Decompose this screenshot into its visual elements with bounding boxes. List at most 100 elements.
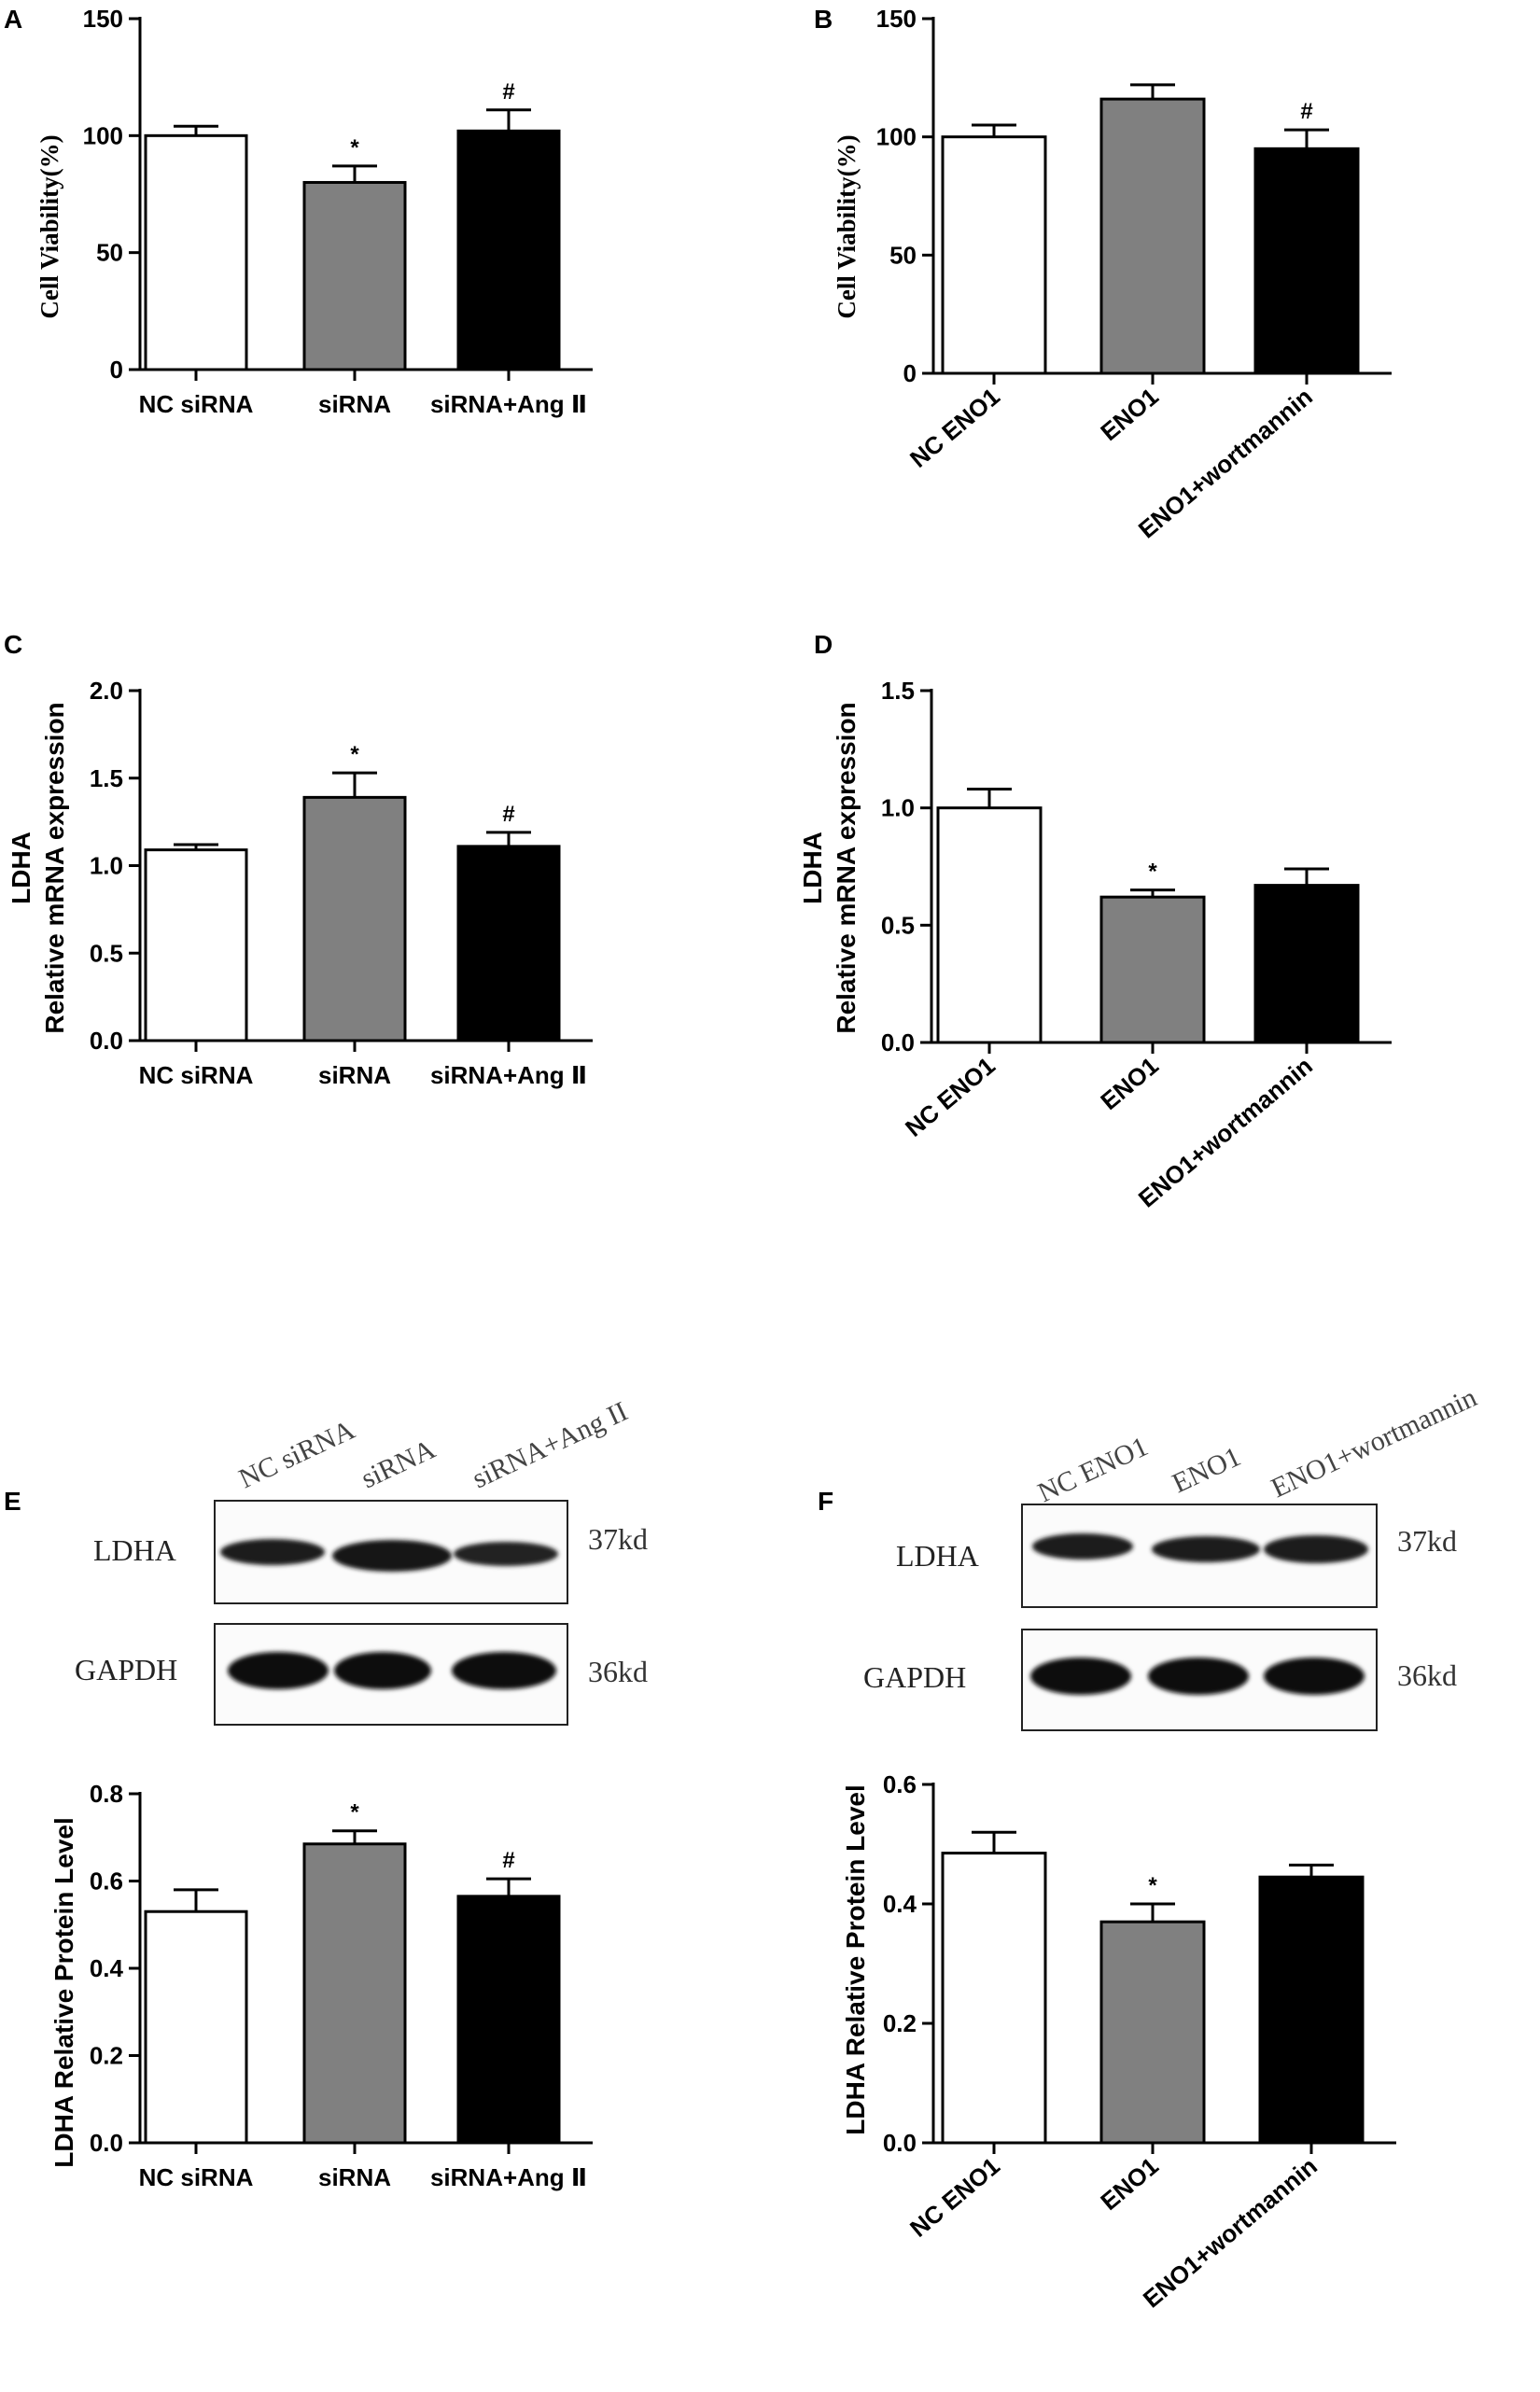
x-category-label: NC siRNA: [139, 2163, 254, 2191]
y-tick-label: 0.5: [90, 939, 123, 967]
x-category-label: siRNA: [318, 390, 391, 418]
y-tick-label: 0.0: [90, 1027, 123, 1055]
x-category-label: NC ENO1: [904, 383, 1005, 473]
x-category-label: NC ENO1: [904, 2152, 1005, 2243]
y-tick-label: 50: [889, 241, 917, 269]
y-tick-label: 0.8: [90, 1780, 123, 1808]
y-axis-label-line-1: LDHA: [798, 832, 827, 904]
y-tick-label: 0.6: [883, 1770, 917, 1798]
y-axis-label: LDHA Relative Protein Level: [841, 1784, 870, 2135]
x-category-label: NC siRNA: [139, 390, 254, 418]
y-tick-label: 0.0: [881, 1028, 915, 1056]
y-tick-label: 0: [903, 359, 917, 387]
y-tick-label: 1.0: [881, 794, 915, 822]
band: [1032, 1533, 1133, 1560]
bar: [941, 1852, 1047, 2145]
y-tick-label: 0.2: [90, 2042, 123, 2070]
band: [228, 1652, 329, 1689]
band: [1152, 1536, 1260, 1562]
x-category-label: NC ENO1: [900, 1052, 1001, 1142]
panel-label-f: F: [818, 1487, 833, 1516]
y-tick-label: 100: [876, 123, 917, 151]
chart-b: Cell Viability(%) 0 50 100 150 NC ENO1 ENO1 # E…: [833, 5, 1392, 544]
panel-label-e: E: [4, 1487, 21, 1516]
band: [334, 1652, 431, 1689]
y-tick-label: 0.4: [883, 1890, 917, 1918]
y-axis-label: Cell Viability(%): [833, 134, 861, 318]
panel-label-d: D: [814, 630, 833, 659]
protein-label: LDHA: [896, 1539, 979, 1573]
bar: [456, 1895, 561, 2145]
significance-mark: *: [1148, 1873, 1157, 1898]
x-category-label: siRNA: [318, 2163, 391, 2191]
y-tick-label: 50: [96, 239, 123, 267]
band: [220, 1539, 325, 1565]
band: [1030, 1658, 1131, 1695]
panel-label-b: B: [814, 5, 833, 34]
significance-mark: #: [502, 1848, 514, 1873]
x-category-label: siRNA: [318, 1061, 391, 1089]
lane-label: NC ENO1: [1033, 1431, 1153, 1508]
y-tick-label: 100: [83, 121, 123, 149]
significance-mark: *: [350, 1800, 359, 1825]
chart-d: LDHA Relative mRNA expression 0.0 0.5 1.0 1…: [798, 677, 1392, 1213]
y-tick-label: 1.5: [90, 764, 123, 792]
bar: [1253, 147, 1360, 375]
significance-mark: #: [502, 802, 514, 827]
x-category-label: ENO1+wortmannin: [1138, 2152, 1323, 2314]
bar: [144, 1909, 248, 2145]
bar: [1099, 1920, 1206, 2145]
bar: [144, 848, 248, 1042]
lane-label: siRNA+Ang II: [468, 1396, 633, 1495]
significance-mark: *: [1148, 860, 1157, 885]
band: [452, 1652, 556, 1689]
protein-label: GAPDH: [75, 1653, 177, 1686]
band: [454, 1542, 558, 1566]
size-label: 36kd: [1397, 1658, 1457, 1692]
y-tick-label: 1.5: [881, 677, 915, 705]
x-category-label: ENO1: [1095, 383, 1164, 446]
y-tick-label: 0.0: [90, 2129, 123, 2157]
bar: [302, 1842, 407, 2145]
bar: [302, 795, 407, 1042]
lane-label: siRNA: [357, 1434, 441, 1494]
x-category-label: siRNA+Ang Ⅱ: [430, 390, 587, 418]
bar: [1258, 1875, 1365, 2145]
y-tick-label: 1.0: [90, 852, 123, 880]
panel-label-c: C: [4, 630, 22, 659]
band: [1264, 1658, 1365, 1695]
y-tick-label: 150: [876, 5, 917, 33]
bar: [1099, 97, 1206, 375]
western-blot-f: NC ENO1 ENO1 ENO1+wortmannin LDHA 37kd G…: [863, 1382, 1481, 1731]
x-category-label: NC siRNA: [139, 1061, 254, 1089]
protein-label: LDHA: [93, 1533, 176, 1567]
chart-f: LDHA Relative Protein Level 0.0 0.2 0.4 0.6…: [841, 1770, 1396, 2314]
bar: [941, 135, 1047, 375]
y-tick-label: 0.6: [90, 1867, 123, 1895]
chart-c: LDHA Relative mRNA expression 0.0 0.5 1.0 1…: [7, 677, 593, 1089]
bar: [936, 806, 1043, 1044]
lane-label: NC siRNA: [234, 1414, 359, 1494]
y-tick-label: 0.2: [883, 2009, 917, 2037]
y-tick-label: 150: [83, 5, 123, 33]
chart-a: Cell Viability(%) 0 50 100 150 NC siRNA * siRN…: [35, 5, 593, 418]
significance-mark: *: [350, 135, 359, 161]
y-tick-label: 0.4: [90, 1954, 124, 1982]
bar: [302, 180, 407, 371]
significance-mark: #: [1300, 99, 1312, 124]
bar: [1099, 895, 1206, 1044]
size-label: 37kd: [1397, 1524, 1457, 1558]
y-axis-label-line-1: LDHA: [7, 832, 35, 904]
panel-label-a: A: [4, 5, 22, 34]
band: [332, 1540, 452, 1572]
bar: [456, 129, 561, 371]
size-label: 36kd: [588, 1655, 648, 1688]
x-category-label: ENO1: [1095, 1052, 1164, 1115]
x-category-label: siRNA+Ang Ⅱ: [430, 2163, 587, 2191]
y-axis-label: LDHA Relative Protein Level: [49, 1817, 78, 2168]
y-axis-label-line-2: Relative mRNA expression: [40, 702, 69, 1033]
y-tick-label: 0: [110, 356, 123, 384]
lane-label: ENO1+wortmannin: [1267, 1382, 1481, 1504]
x-category-label: ENO1+wortmannin: [1133, 1052, 1318, 1213]
